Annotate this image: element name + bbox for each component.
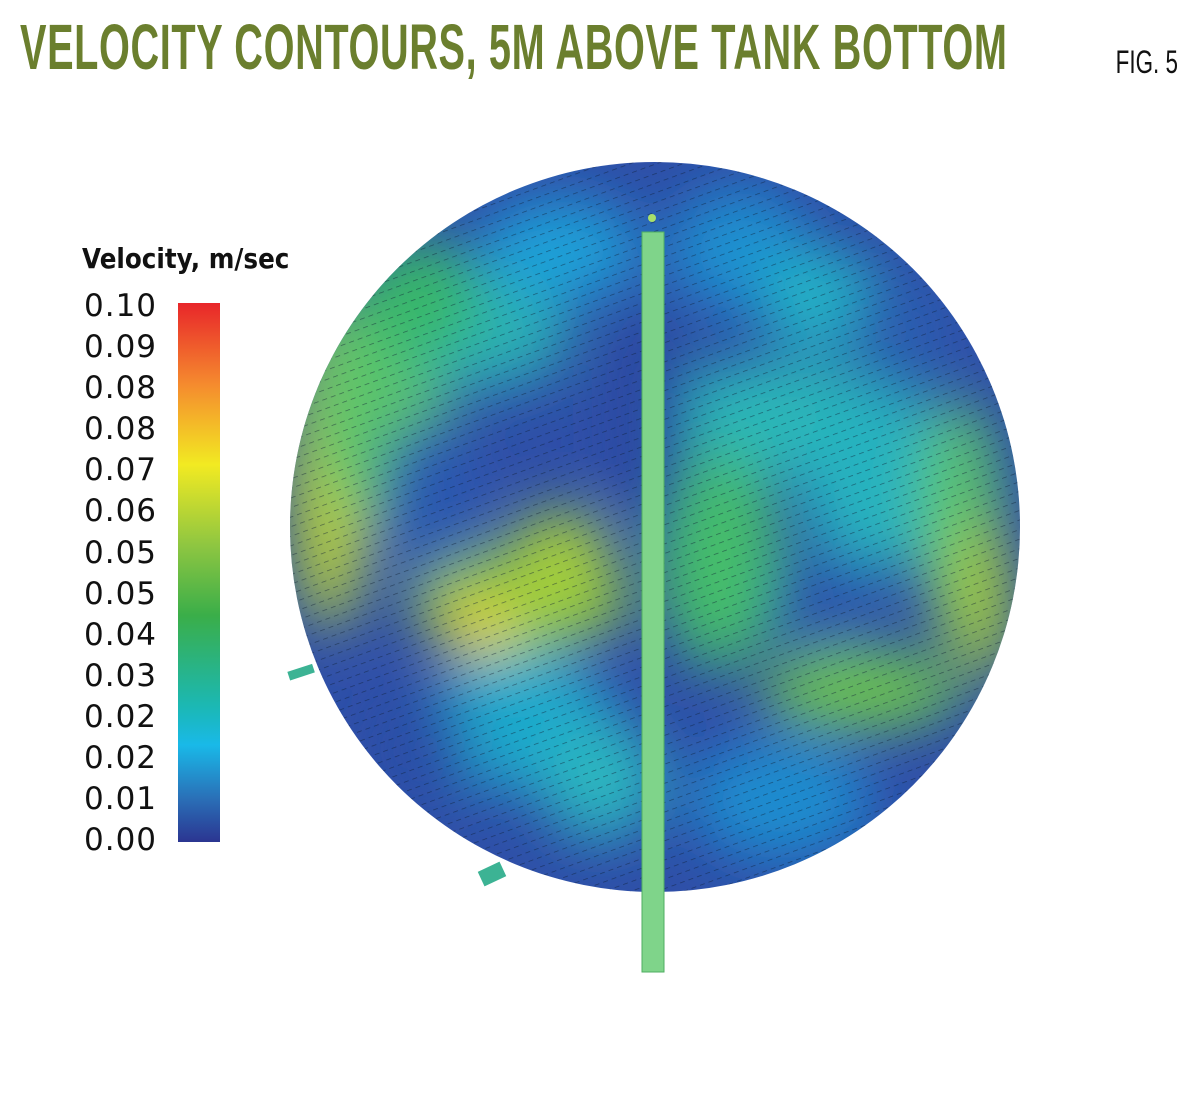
pipes [287,214,665,973]
colorbar-title: Velocity, m/sec [82,242,290,275]
colorbar-ticks: 0.10 0.09 0.08 0.08 0.07 0.06 0.05 0.05 0.04 0.03… [84,286,157,861]
colorbar-tick-label: 0.05 [84,534,158,571]
colorbar-tick-label: 0.03 [84,657,158,694]
colorbar-tick-label: 0.08 [84,370,158,407]
figure-label: FIG. 5 [1115,44,1178,80]
colorbar-tick-label: 0.02 [84,740,158,777]
center-pipe [641,231,665,973]
colorbar [178,303,220,842]
colorbar-tick-label: 0.09 [84,329,158,366]
colorbar-tick-label: 0.00 [84,822,158,859]
colorbar-tick-label: 0.02 [84,698,158,735]
colorbar-tick-label: 0.06 [84,493,158,530]
colorbar-tick-label: 0.07 [84,452,158,489]
colorbar-tick-label: 0.04 [84,616,158,653]
side-nozzle-bottom [477,861,507,887]
colorbar-tick-label: 0.01 [84,781,158,818]
colorbar-tick-label: 0.10 [84,288,158,324]
side-nozzle-left [287,663,315,681]
chart-title: VELOCITY CONTOURS, 5M ABOVE TANK BOTTOM [20,11,1008,83]
colorbar-tick-label: 0.05 [84,575,158,612]
colorbar-tick-label: 0.08 [84,411,158,448]
